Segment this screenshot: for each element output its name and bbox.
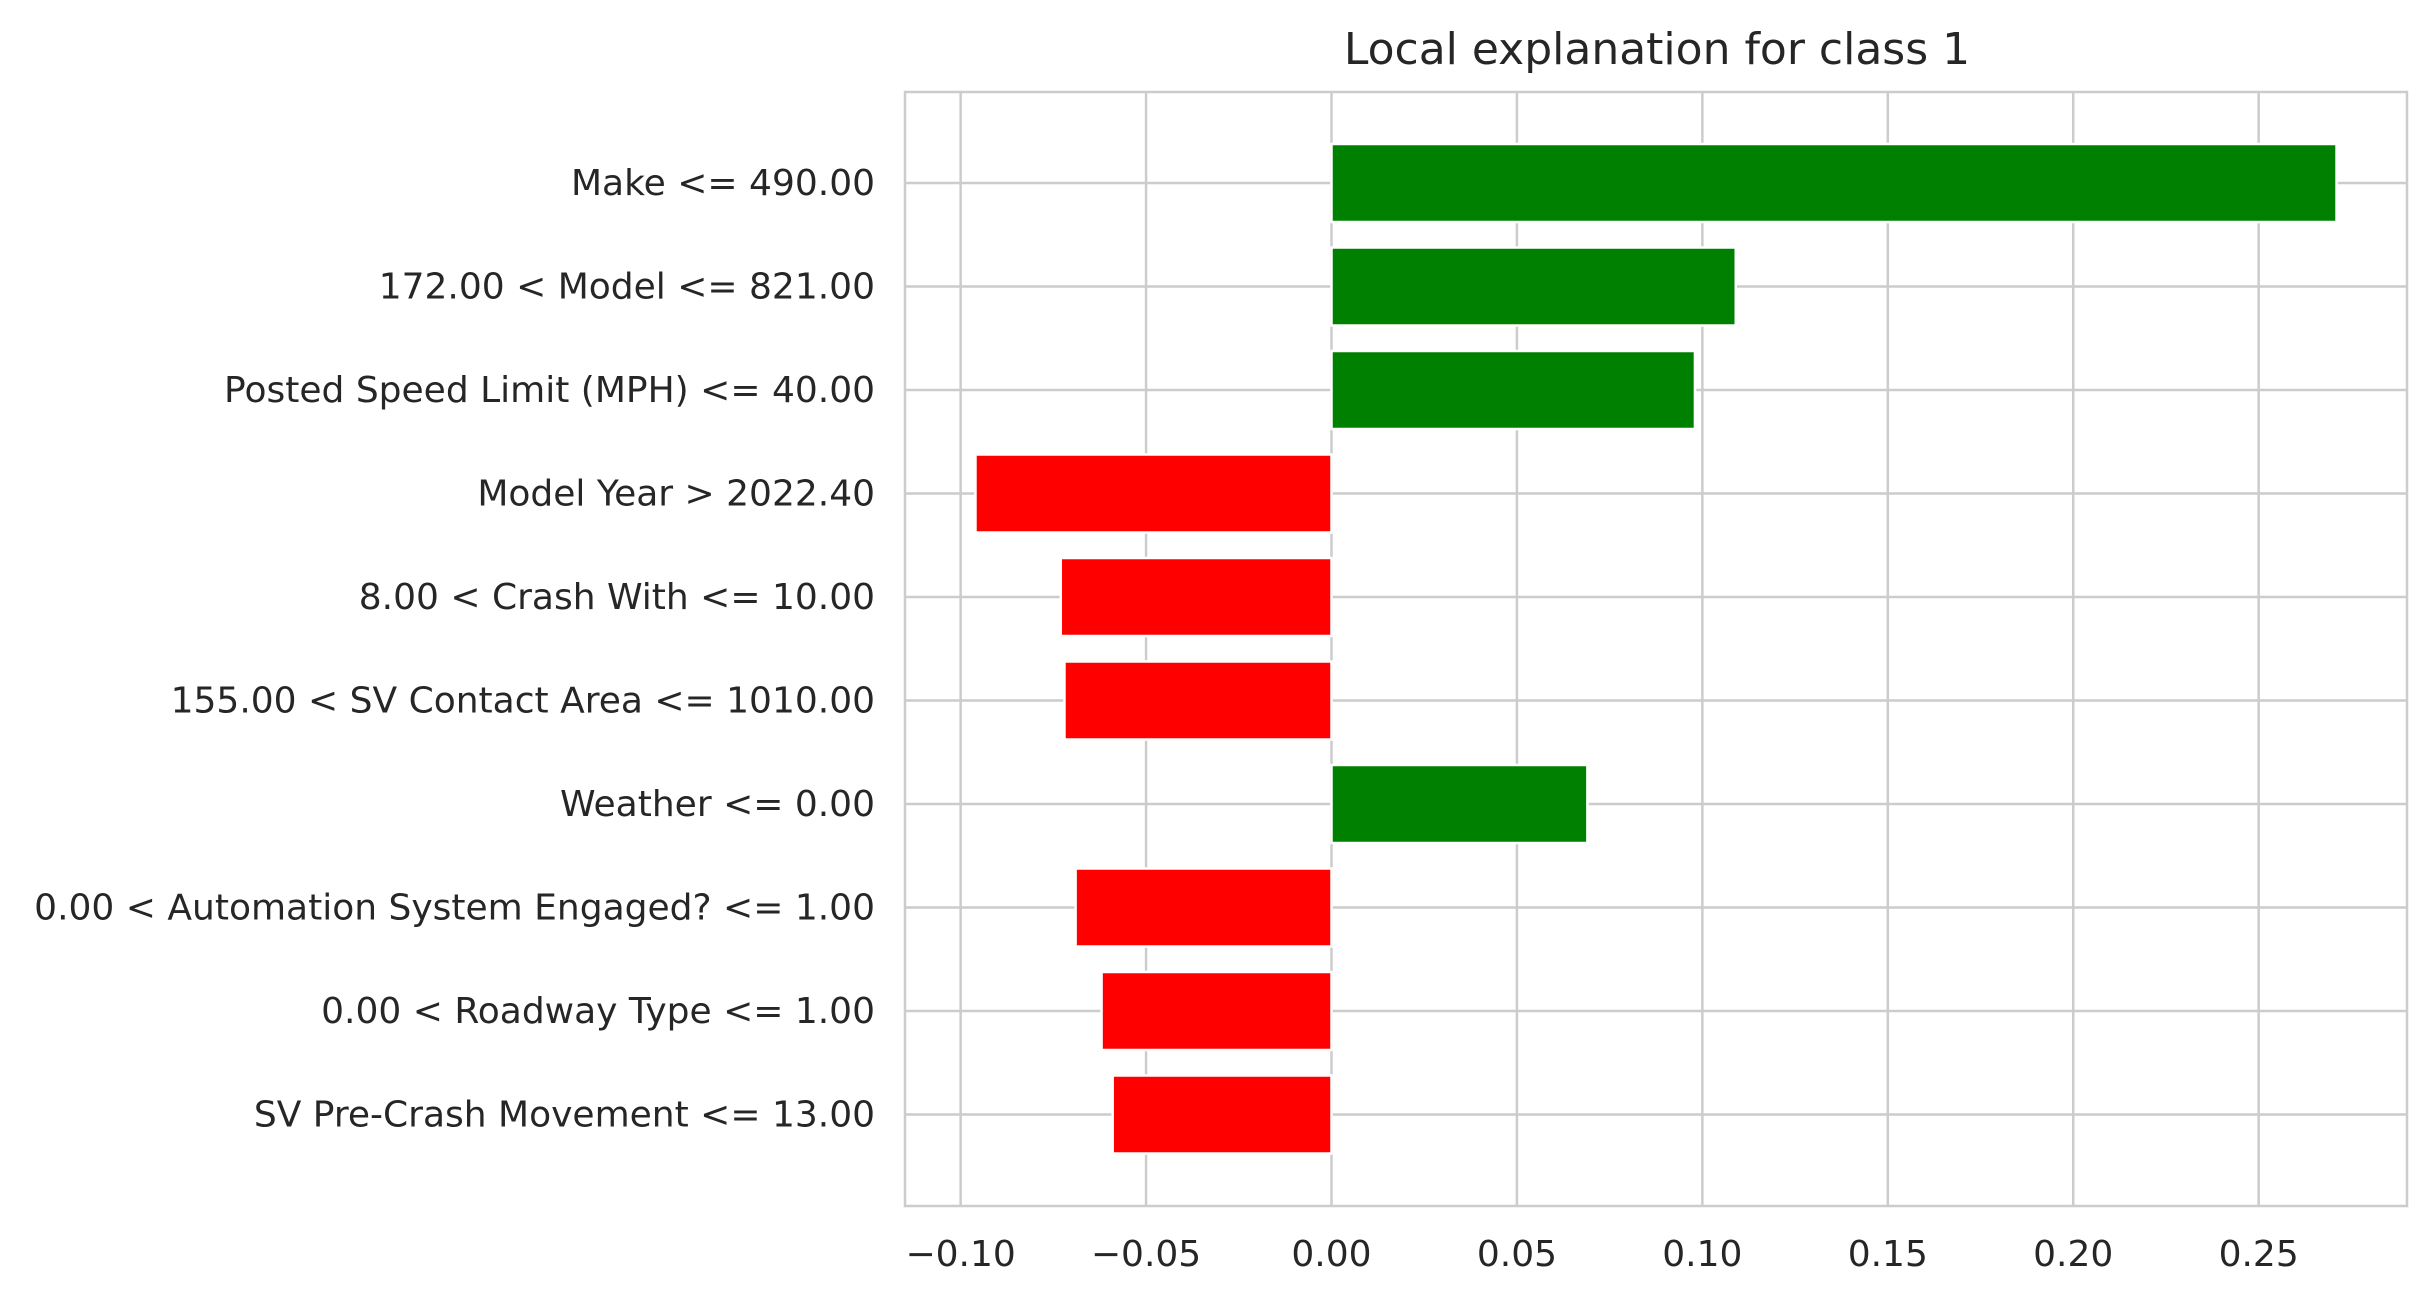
chart-title: Local explanation for class 1 xyxy=(1344,24,1970,75)
bar xyxy=(1100,970,1333,1052)
bar xyxy=(1330,349,1697,431)
y-tick-label: 172.00 < Model <= 821.00 xyxy=(379,267,875,308)
x-tick-labels: −0.10 −0.05 0.00 0.05 0.10 0.15 0.20 0.25 xyxy=(905,1234,2298,1275)
x-tick-label: 0.10 xyxy=(1662,1234,1742,1275)
x-tick-label: 0.05 xyxy=(1477,1234,1557,1275)
bar xyxy=(1074,867,1333,948)
bar xyxy=(1330,142,2338,224)
y-tick-label: Model Year > 2022.40 xyxy=(477,474,875,515)
y-tick-label: 155.00 < SV Contact Area <= 1010.00 xyxy=(171,681,875,722)
x-tick-label: 0.20 xyxy=(2033,1234,2113,1275)
y-tick-labels: Make <= 490.00 172.00 < Model <= 821.00 Po… xyxy=(34,163,875,1136)
x-tick-label: 0.25 xyxy=(2219,1234,2299,1275)
bar xyxy=(1059,556,1333,638)
y-tick-label: 8.00 < Crash With <= 10.00 xyxy=(359,577,875,618)
bar xyxy=(1063,660,1333,741)
y-tick-label: Weather <= 0.00 xyxy=(560,784,875,825)
bar xyxy=(974,453,1333,534)
bar-layer xyxy=(974,142,2338,1155)
y-tick-label: 0.00 < Roadway Type <= 1.00 xyxy=(321,991,875,1032)
y-tick-label: Make <= 490.00 xyxy=(571,163,875,204)
x-tick-label: 0.00 xyxy=(1291,1234,1371,1275)
plot-frame xyxy=(903,90,2409,1208)
bar xyxy=(1330,763,1589,845)
bar xyxy=(1111,1074,1333,1155)
x-tick-label: −0.10 xyxy=(905,1234,1015,1275)
y-tick-label: SV Pre-Crash Movement <= 13.00 xyxy=(254,1095,875,1136)
y-tick-label: 0.00 < Automation System Engaged? <= 1.0… xyxy=(34,888,875,929)
x-tick-label: 0.15 xyxy=(1848,1234,1928,1275)
bar xyxy=(1330,246,1737,327)
y-tick-label: Posted Speed Limit (MPH) <= 40.00 xyxy=(224,370,875,411)
x-tick-label: −0.05 xyxy=(1091,1234,1201,1275)
